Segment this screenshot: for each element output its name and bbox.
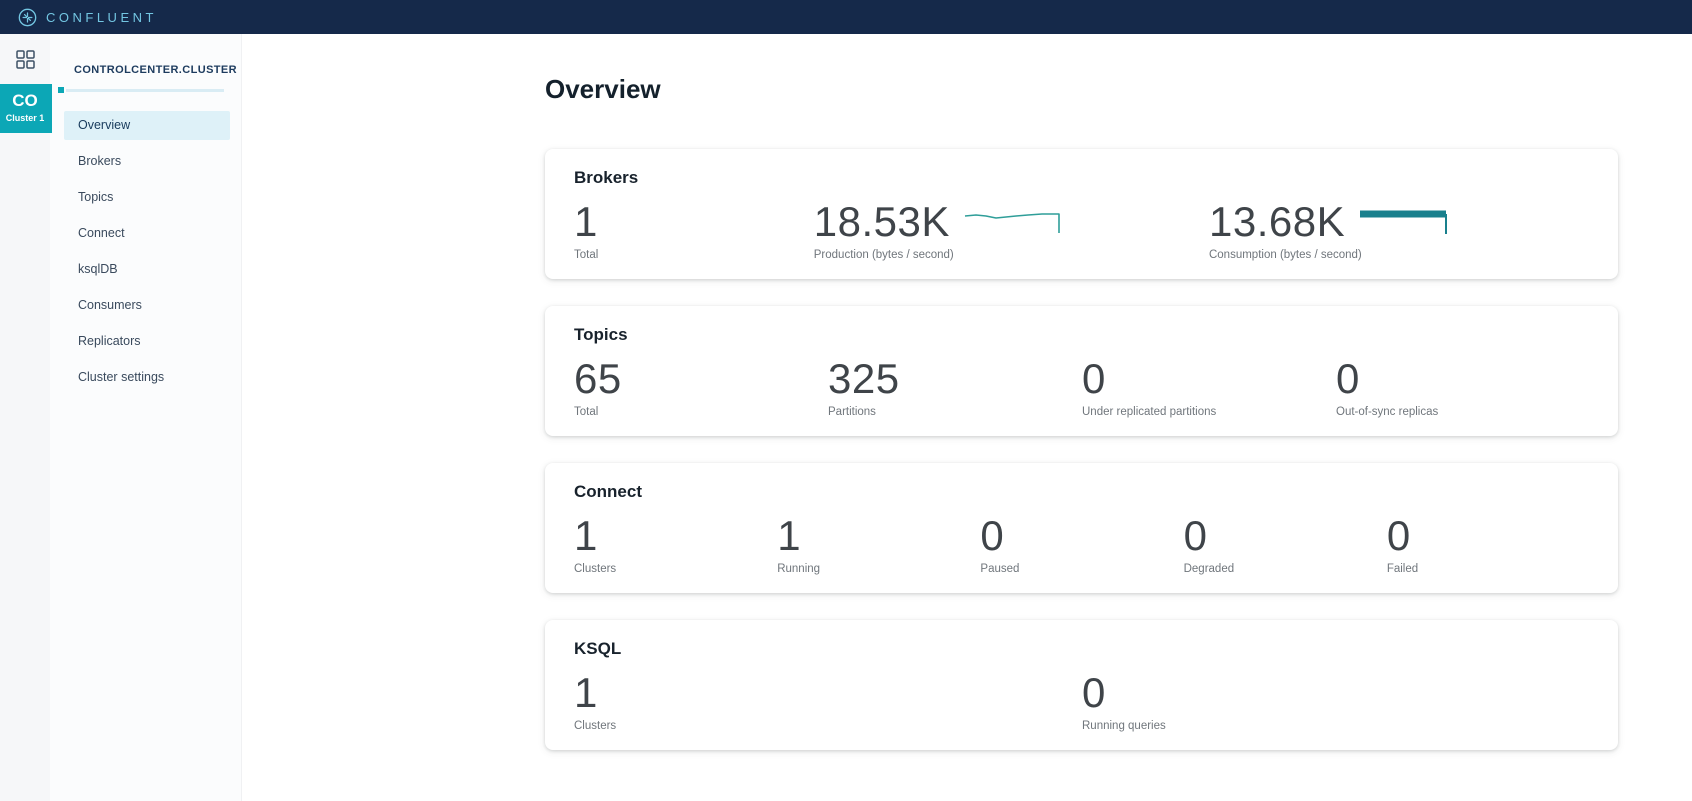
topbar: CONFLUENT — [0, 0, 1692, 34]
stat-value: 0 — [1082, 355, 1106, 402]
stat-connect-degraded: 0 Degraded — [1183, 512, 1387, 576]
sidebar-nav: Overview Brokers Topics Connect ksqlDB C… — [50, 111, 241, 392]
stat-connect-paused: 0 Paused — [980, 512, 1183, 576]
main-content: Overview Brokers 1 Total 18.53K Producti… — [242, 34, 1692, 801]
stat-brokers-total: 1 Total — [574, 198, 814, 262]
stat-value: 0 — [1183, 512, 1208, 559]
card-title-brokers: Brokers — [574, 168, 639, 187]
stat-label: Production (bytes / second) — [813, 249, 954, 261]
cluster-health-bar — [58, 87, 241, 93]
brand-wordmark[interactable]: CONFLUENT — [46, 9, 157, 25]
stat-label: Running — [777, 563, 821, 575]
card-title-topics: Topics — [574, 325, 628, 344]
cluster-tile[interactable]: CO Cluster 1 — [0, 84, 52, 133]
sidebar-item-replicators[interactable]: Replicators — [78, 334, 141, 348]
stat-connect-failed: 0 Failed — [1386, 512, 1590, 576]
stat-value: 0 — [1386, 512, 1411, 559]
stat-ksql-clusters: 1 Clusters — [574, 669, 1082, 733]
stat-topics-out-of-sync: 0 Out-of-sync replicas — [1336, 355, 1590, 419]
health-track — [66, 88, 224, 92]
sidebar: CONTROLCENTER.CLUSTER Overview Brokers T… — [50, 34, 242, 801]
sidebar-item-topics[interactable]: Topics — [78, 190, 114, 204]
stat-label: Paused — [980, 563, 1020, 575]
stat-value: 1 — [574, 198, 598, 245]
cluster-abbrev: CO — [12, 91, 38, 110]
sidebar-item-cluster-settings[interactable]: Cluster settings — [78, 370, 165, 384]
stat-label: Failed — [1386, 563, 1419, 575]
stat-label: Out-of-sync replicas — [1336, 406, 1439, 418]
card-title-ksql: KSQL — [574, 639, 622, 658]
stat-value: 0 — [980, 512, 1005, 559]
stat-brokers-production: 18.53K Production (bytes / second) — [814, 200, 1209, 261]
stat-value: 1 — [574, 512, 598, 559]
stat-topics-partitions: 325 Partitions — [828, 355, 1082, 419]
stat-label: Under replicated partitions — [1082, 406, 1217, 418]
cluster-label: CONTROLCENTER.CLUSTER — [74, 64, 238, 76]
stat-topics-under-replicated: 0 Under replicated partitions — [1082, 355, 1336, 419]
grid-icon[interactable] — [15, 50, 35, 69]
stat-brokers-consumption: 13.68K Consumption (bytes / second) — [1209, 200, 1590, 261]
sidebar-item-overview[interactable]: Overview — [64, 111, 230, 140]
consumption-sparkline-chart — [1360, 210, 1448, 234]
confluent-logo-icon[interactable] — [18, 8, 37, 27]
stat-ksql-running-queries: 0 Running queries — [1082, 669, 1590, 733]
stat-value: 0 — [1336, 355, 1360, 402]
card-brokers[interactable]: Brokers 1 Total 18.53K Production (bytes… — [545, 149, 1618, 279]
stat-label: Clusters — [574, 720, 617, 732]
stat-value: 325 — [828, 355, 900, 402]
stat-label: Running queries — [1082, 720, 1166, 732]
stat-value: 13.68K — [1208, 198, 1346, 245]
sidebar-item-connect[interactable]: Connect — [78, 226, 125, 240]
cluster-name: Cluster 1 — [5, 113, 45, 123]
stat-value: 0 — [1082, 669, 1106, 716]
stat-label: Consumption (bytes / second) — [1208, 249, 1362, 261]
stat-label: Degraded — [1183, 563, 1235, 575]
card-title-connect: Connect — [574, 482, 642, 501]
sidebar-item-ksqldb[interactable]: ksqlDB — [78, 262, 118, 276]
stat-value: 18.53K — [813, 198, 950, 245]
production-sparkline-chart — [964, 213, 1060, 233]
stat-label: Total — [574, 406, 599, 418]
stat-label: Partitions — [828, 406, 876, 418]
stat-topics-total: 65 Total — [574, 355, 828, 419]
card-ksql[interactable]: KSQL 1 Clusters 0 Running queries — [545, 620, 1618, 750]
app-rail: CO Cluster 1 — [0, 34, 52, 801]
sidebar-item-consumers[interactable]: Consumers — [78, 298, 142, 312]
stat-value: 1 — [574, 669, 598, 716]
stat-value: 65 — [574, 355, 622, 402]
stat-label: Total — [574, 249, 599, 261]
stat-label: Clusters — [574, 563, 617, 575]
stat-value: 1 — [777, 512, 802, 559]
page-title: Overview — [545, 74, 661, 104]
card-topics[interactable]: Topics 65 Total 325 Partitions 0 Under r… — [545, 306, 1618, 436]
sidebar-item-brokers[interactable]: Brokers — [78, 154, 122, 168]
card-connect[interactable]: Connect 1 Clusters 1 Running 0 Paused 0 … — [545, 463, 1618, 593]
health-segment — [58, 87, 64, 93]
stat-connect-clusters: 1 Clusters — [574, 512, 777, 576]
stat-connect-running: 1 Running — [777, 512, 980, 576]
